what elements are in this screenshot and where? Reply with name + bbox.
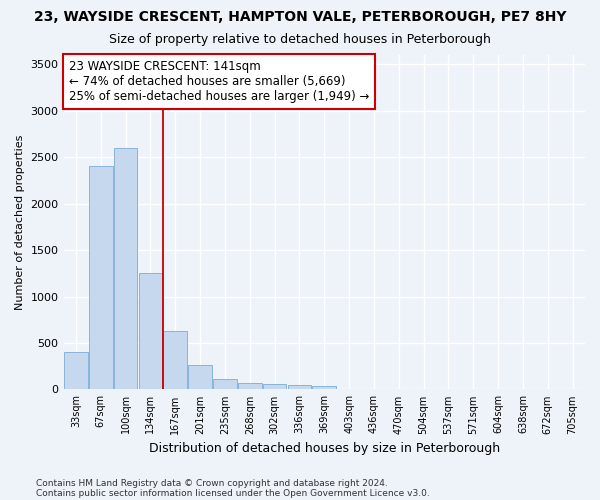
Y-axis label: Number of detached properties: Number of detached properties bbox=[15, 134, 25, 310]
Bar bbox=[64, 352, 88, 390]
Bar bbox=[114, 148, 137, 390]
Bar bbox=[139, 274, 162, 390]
Text: Contains public sector information licensed under the Open Government Licence v3: Contains public sector information licen… bbox=[36, 488, 430, 498]
Bar bbox=[263, 384, 286, 390]
Bar bbox=[213, 379, 237, 390]
Text: 23, WAYSIDE CRESCENT, HAMPTON VALE, PETERBOROUGH, PE7 8HY: 23, WAYSIDE CRESCENT, HAMPTON VALE, PETE… bbox=[34, 10, 566, 24]
Bar bbox=[163, 331, 187, 390]
Bar bbox=[287, 386, 311, 390]
Bar bbox=[238, 384, 262, 390]
Text: 23 WAYSIDE CRESCENT: 141sqm
← 74% of detached houses are smaller (5,669)
25% of : 23 WAYSIDE CRESCENT: 141sqm ← 74% of det… bbox=[69, 60, 369, 103]
Bar bbox=[313, 386, 336, 390]
Text: Size of property relative to detached houses in Peterborough: Size of property relative to detached ho… bbox=[109, 32, 491, 46]
X-axis label: Distribution of detached houses by size in Peterborough: Distribution of detached houses by size … bbox=[149, 442, 500, 455]
Bar bbox=[188, 366, 212, 390]
Text: Contains HM Land Registry data © Crown copyright and database right 2024.: Contains HM Land Registry data © Crown c… bbox=[36, 478, 388, 488]
Bar bbox=[89, 166, 113, 390]
